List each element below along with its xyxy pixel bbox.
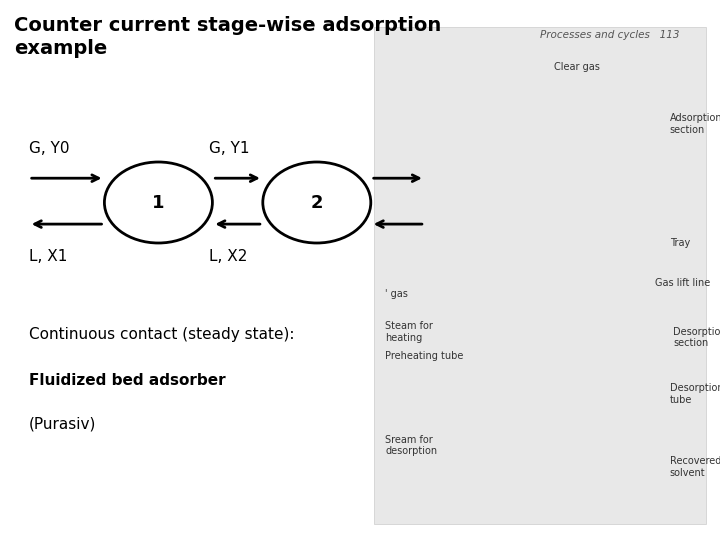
Text: Continuous contact (steady state):: Continuous contact (steady state): — [29, 327, 294, 342]
Text: Counter current stage-wise adsorption
example: Counter current stage-wise adsorption ex… — [14, 16, 441, 58]
Text: ' gas: ' gas — [385, 289, 408, 299]
Text: G, Y1: G, Y1 — [209, 141, 249, 156]
Text: Steam for
heating: Steam for heating — [385, 321, 433, 343]
Text: L, X2: L, X2 — [209, 249, 247, 264]
Text: Tray: Tray — [670, 238, 690, 248]
Text: 1: 1 — [152, 193, 165, 212]
Text: Clear gas: Clear gas — [554, 63, 600, 72]
Text: Adsorption
section: Adsorption section — [670, 113, 720, 135]
Text: Processes and cycles   113: Processes and cycles 113 — [540, 30, 680, 40]
Text: (Purasiv): (Purasiv) — [29, 416, 96, 431]
Text: 2: 2 — [310, 193, 323, 212]
Text: L, X1: L, X1 — [29, 249, 67, 264]
Text: Gas lift line: Gas lift line — [655, 279, 711, 288]
Text: Fluidized bed adsorber: Fluidized bed adsorber — [29, 373, 225, 388]
Text: Sream for
desorption: Sream for desorption — [385, 435, 437, 456]
Text: Preheating tube: Preheating tube — [385, 352, 464, 361]
Text: Recovered
solvent: Recovered solvent — [670, 456, 720, 478]
Text: Desorption
tube: Desorption tube — [670, 383, 720, 405]
Text: G, Y0: G, Y0 — [29, 141, 69, 156]
Text: Desorption
section: Desorption section — [673, 327, 720, 348]
Bar — [374, 27, 706, 524]
